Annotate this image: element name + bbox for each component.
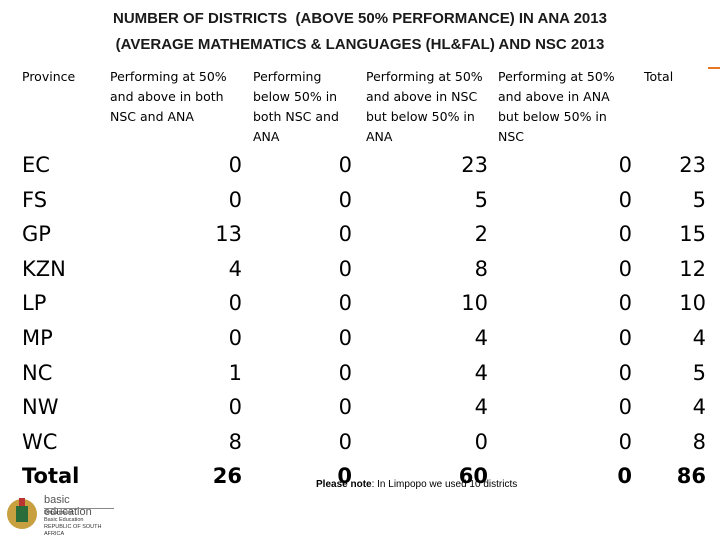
row-label: FS [22,187,48,212]
note-text: : In Limpopo we used 10 districts [371,479,518,490]
cell-value: 0 [338,291,352,316]
cell-value: 0 [338,395,352,420]
column-header: Performing below 50% in both NSC and ANA [253,69,339,144]
note-label: Please note [316,479,372,490]
logo-name: basic education [44,494,92,518]
cell-value: 12 [679,256,706,281]
cell-value: 10 [679,291,706,316]
cell-value: 0 [474,429,488,454]
cell-value: 0 [338,429,352,454]
coat-of-arms [7,498,37,529]
footer-note: Please note: In Limpopo we used 10 distr… [316,479,517,490]
cell-value: 0 [617,464,632,489]
cell-value: 26 [212,464,242,489]
row-label: NC [22,360,53,385]
cell-value: 1 [228,360,242,385]
cell-value: 0 [618,360,632,385]
row-label: NW [22,395,59,420]
cell-value: 0 [618,256,632,281]
cell-value: 15 [679,222,706,247]
cell-value: 0 [228,153,242,177]
cell-value: 23 [679,153,706,177]
row-label: LP [22,291,47,316]
cell-value: 2 [474,222,488,247]
cell-value: 0 [618,429,632,454]
cell-value: 0 [618,187,632,212]
cell-value: 0 [228,326,242,350]
cell-value: 0 [618,153,632,177]
logo-line: Department: [44,510,75,516]
cell-value: 5 [474,187,488,212]
cell-value: 5 [692,187,706,212]
cell-value: 60 [458,464,488,489]
row-label: MP [22,326,53,350]
cell-value: 0 [338,256,352,281]
cell-value: 0 [618,326,632,350]
logo-line: REPUBLIC OF SOUTH AFRICA [44,524,102,537]
cell-value: 0 [338,187,352,212]
cell-value: 0 [228,187,242,212]
logo-line: Basic Education [44,517,84,523]
cell-value: 13 [215,222,242,247]
cell-value: 8 [474,256,488,281]
row-label: EC [22,153,50,177]
cell-value: 4 [692,326,706,350]
cell-value: 86 [676,464,706,489]
cell-value: 0 [618,222,632,247]
column-header: Total [644,69,674,84]
cell-value: 0 [618,395,632,420]
row-label: KZN [22,256,66,281]
cell-value: 0 [337,464,352,489]
cell-value: 4 [474,326,488,350]
row-label: GP [22,222,51,247]
cell-value: 0 [228,395,242,420]
logo: basic education Department: Basic Educat… [4,492,119,538]
cell-value: 5 [692,360,706,385]
column-header: Performing at 50% and above in both NSC … [110,69,227,124]
cell-value: 0 [338,153,352,177]
column-header: Performing at 50% and above in ANA but b… [498,69,615,144]
cell-value: 0 [338,326,352,350]
logo-lines: Department: Basic Education REPUBLIC OF … [44,510,119,538]
cell-value: 8 [228,429,242,454]
cell-value: 10 [461,291,488,316]
column-header: Performing at 50% and above in NSC but b… [366,69,483,144]
title-line: (AVERAGE MATHEMATICS & LANGUAGES (HL&FAL… [115,36,605,53]
cell-value: 4 [474,395,488,420]
cell-value: 8 [692,429,706,454]
cell-value: 0 [228,291,242,316]
cell-value: 4 [474,360,488,385]
row-label: Total [22,464,80,489]
cell-value: 4 [692,395,706,420]
row-label: WC [22,429,58,454]
cell-value: 0 [338,222,352,247]
cell-value: 0 [338,360,352,385]
column-header: Province [22,69,76,84]
cell-value: 4 [228,256,242,281]
accent-line [708,67,720,69]
title-line: NUMBER OF DISTRICTS (ABOVE 50% PERFORMAN… [113,10,607,27]
cell-value: 23 [461,153,488,177]
cell-value: 0 [618,291,632,316]
